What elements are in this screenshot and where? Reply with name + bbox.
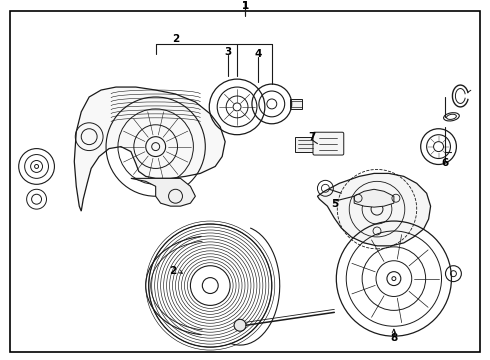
Text: 2: 2 [169,266,176,276]
Bar [290,99,301,109]
Text: 5: 5 [331,199,338,209]
Polygon shape [354,189,394,207]
FancyBboxPatch shape [313,132,344,155]
Text: 1: 1 [242,1,248,11]
Polygon shape [131,178,196,206]
Circle shape [234,319,246,331]
Text: 6: 6 [442,158,449,168]
Text: 8: 8 [390,333,397,343]
Text: 3: 3 [224,47,232,57]
Text: 4: 4 [254,49,262,59]
Text: 2: 2 [172,35,179,44]
Text: 1: 1 [242,1,248,11]
Text: 7: 7 [308,132,315,142]
Polygon shape [74,87,225,211]
Polygon shape [318,174,431,246]
Bar [294,137,317,152]
